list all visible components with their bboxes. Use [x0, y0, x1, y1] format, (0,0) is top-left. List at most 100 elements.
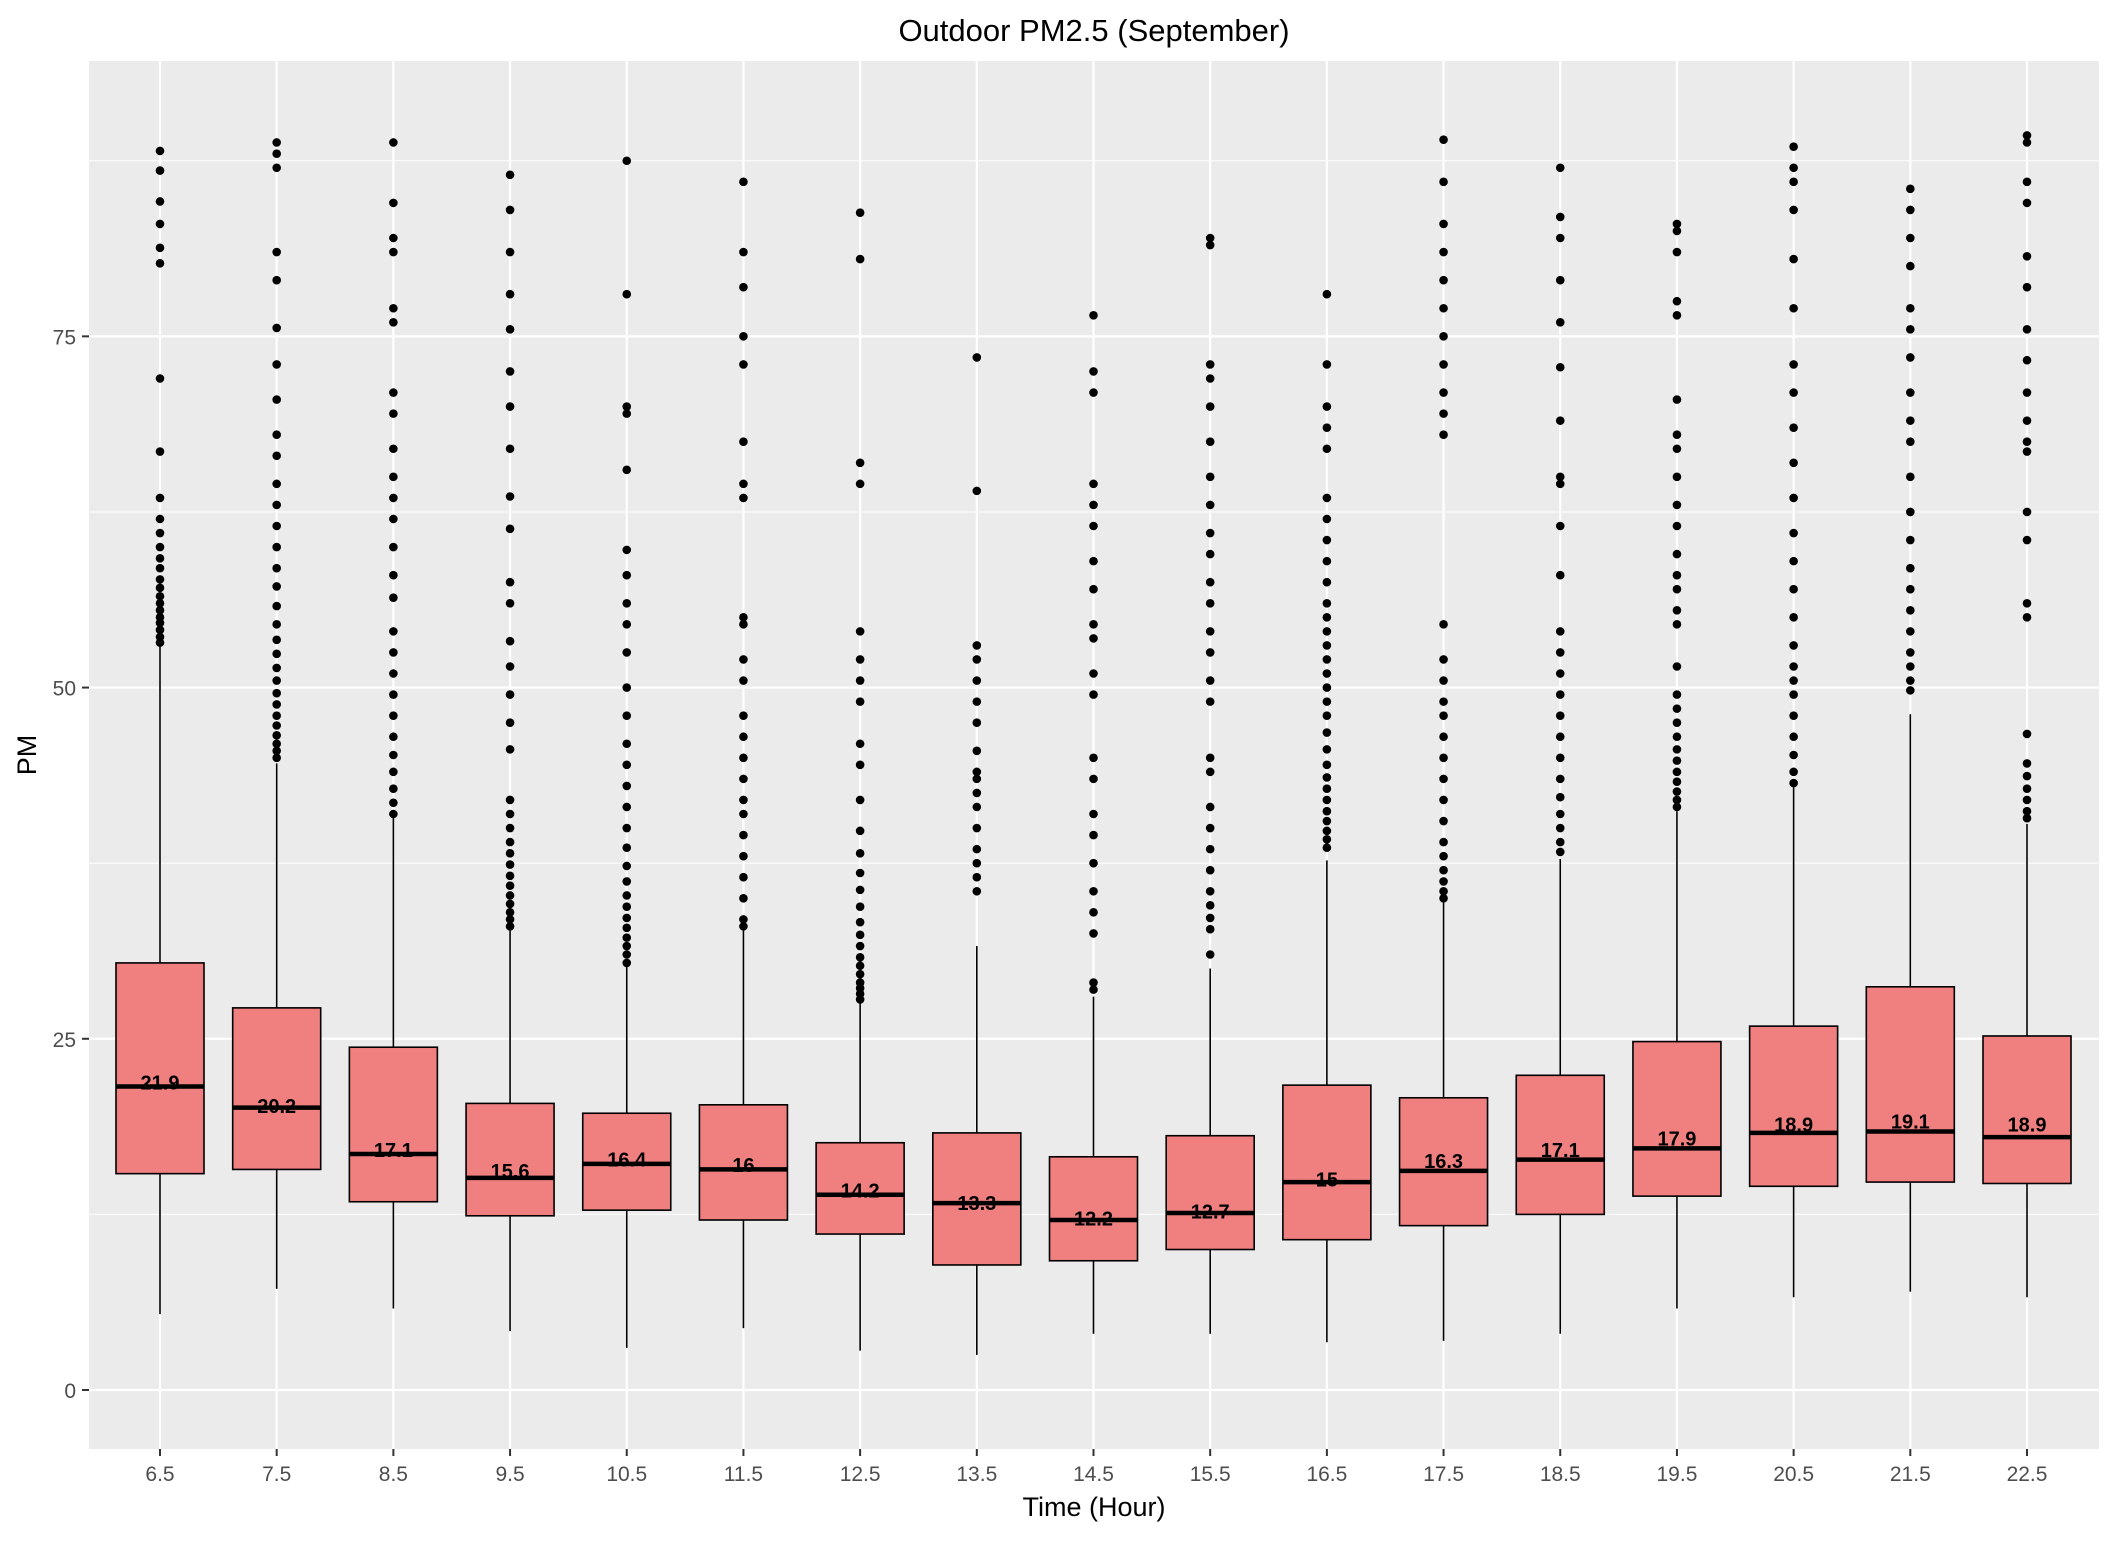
box-iqr: [231, 1007, 322, 1171]
x-tick-label: 8.5: [379, 1463, 408, 1486]
outlier-point: [1906, 507, 1915, 517]
outlier-point: [1789, 690, 1798, 699]
outlier-point: [505, 247, 515, 257]
outlier-point: [2022, 198, 2032, 208]
mean-label: 21.9: [141, 1072, 180, 1094]
outlier-point: [1789, 388, 1798, 397]
outlier-point: [2022, 355, 2032, 365]
outlier-point: [1322, 806, 1332, 816]
outlier-point: [1906, 303, 1915, 313]
outlier-point: [739, 711, 748, 720]
outlier-point: [972, 697, 982, 706]
outlier-point: [155, 493, 165, 503]
mean-label: 18.9: [2008, 1114, 2047, 1136]
outlier-point: [739, 177, 748, 187]
outlier-point: [1205, 549, 1215, 559]
mean-label: 16: [732, 1155, 754, 1177]
outlier-point: [622, 861, 632, 871]
outlier-point: [1789, 528, 1798, 538]
outlier-point: [1906, 584, 1915, 594]
outlier-point: [1789, 662, 1798, 671]
outlier-point: [2022, 138, 2032, 147]
outlier-point: [1906, 205, 1915, 215]
outlier-point: [505, 444, 515, 454]
outlier-point: [1906, 605, 1915, 615]
outlier-point: [155, 243, 165, 253]
outlier-point: [389, 732, 398, 742]
outlier-point: [272, 323, 281, 333]
outlier-point: [505, 891, 515, 900]
x-axis: 6.5 7.5 8.5 9.5 10.5 11.5 12.5 13.5 14.5 15.5 16.5…: [145, 1449, 2047, 1486]
outlier-point: [505, 871, 515, 881]
outlier-point: [1322, 360, 1332, 369]
outlier-point: [1906, 627, 1915, 636]
outlier-point: [272, 138, 281, 147]
box-iqr: [698, 1104, 789, 1221]
outlier-point: [1205, 865, 1215, 875]
outlier-point: [1555, 627, 1565, 636]
outlier-point: [1439, 795, 1448, 805]
outlier-point: [1089, 886, 1098, 896]
outlier-point: [1322, 289, 1332, 299]
outlier-point: [1322, 402, 1332, 411]
mean-label: 12.7: [1191, 1202, 1230, 1224]
outlier-point: [505, 205, 515, 215]
outlier-point: [1555, 690, 1565, 699]
outlier-point: [389, 514, 398, 524]
outlier-point: [1439, 865, 1448, 875]
outlier-point: [1789, 641, 1798, 650]
outlier-point: [1672, 767, 1682, 777]
outlier-point: [155, 598, 165, 608]
outlier-point: [739, 360, 748, 369]
outlier-point: [389, 711, 398, 720]
outlier-point: [972, 788, 982, 798]
outlier-point: [622, 648, 632, 657]
outlier-point: [1906, 388, 1915, 397]
outlier-point: [272, 731, 281, 740]
outlier-point: [2022, 437, 2032, 447]
outlier-point: [1789, 360, 1798, 369]
outlier-point: [1089, 310, 1098, 320]
outlier-point: [739, 809, 748, 819]
outlier-point: [1672, 310, 1682, 320]
outlier-point: [389, 593, 398, 602]
box-iqr: [1165, 1134, 1255, 1251]
outlier-point: [389, 690, 398, 699]
outlier-point: [1439, 388, 1448, 397]
outlier-point: [1322, 655, 1332, 664]
outlier-point: [1555, 809, 1565, 819]
outlier-point: [855, 655, 865, 664]
outlier-point: [1205, 374, 1215, 383]
outlier-point: [1672, 500, 1682, 510]
outlier-point: [1439, 332, 1448, 341]
outlier-point: [1789, 613, 1798, 622]
outlier-point: [272, 635, 281, 645]
box-group: 17.9: [1632, 219, 1722, 1309]
outlier-point: [855, 479, 865, 489]
outlier-point: [1322, 444, 1332, 454]
outlier-point: [2022, 613, 2032, 622]
outlier-point: [2022, 177, 2032, 187]
outlier-point: [272, 649, 281, 659]
outlier-point: [1555, 823, 1565, 833]
outlier-point: [389, 472, 398, 482]
outlier-point: [622, 683, 632, 692]
outlier-point: [505, 915, 515, 924]
outlier-point: [972, 655, 982, 664]
box-group: 17.1: [348, 138, 439, 1309]
outlier-point: [505, 524, 515, 534]
outlier-point: [622, 923, 632, 933]
outlier-point: [855, 254, 865, 264]
box-group: 21.9: [115, 146, 205, 1315]
outlier-point: [505, 881, 515, 890]
outlier-point: [272, 676, 281, 685]
outlier-point: [1322, 535, 1332, 545]
outlier-point: [972, 823, 982, 833]
outlier-point: [389, 784, 398, 794]
outlier-point: [855, 627, 865, 636]
outlier-point: [155, 632, 165, 642]
outlier-point: [1789, 584, 1798, 594]
outlier-point: [1555, 732, 1565, 742]
outlier-point: [389, 388, 398, 397]
outlier-point: [855, 849, 865, 858]
